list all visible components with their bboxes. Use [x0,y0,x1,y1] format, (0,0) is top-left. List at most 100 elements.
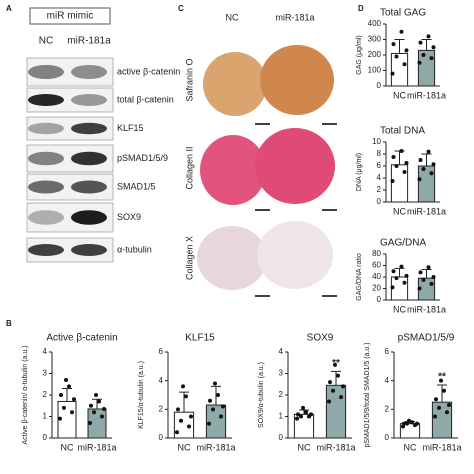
y-axis-label: GAG (μg/ml) [356,35,363,74]
data-point [394,276,399,281]
data-point [426,34,431,39]
data-point [304,410,308,415]
data-point [404,48,409,53]
histology-image [200,135,266,205]
data-point [421,277,426,282]
data-point [327,399,331,404]
significance: ** [438,372,446,383]
data-point [429,56,434,61]
y-tick-label: 4 [159,376,164,385]
data-point [431,45,436,50]
data-point [404,161,409,165]
blot-band [71,122,107,135]
chart-title: pSMAD1/5/9 [398,333,455,344]
chart-title: Active β-catenin [46,333,117,344]
data-point [179,418,183,423]
data-point [418,40,423,45]
data-point [434,397,438,402]
data-point [341,384,345,389]
data-point [94,393,98,397]
y-tick-label: 2 [279,390,284,399]
y-tick-label: 0 [385,433,390,442]
data-point [175,430,179,435]
error-bar [394,39,405,54]
blot-label: pSMAD1/5/9 [117,153,168,163]
error-bar [437,384,447,403]
row-label: Collagen II [184,146,194,189]
y-tick-label: 0 [279,433,284,442]
data-point [176,407,180,412]
row-label: Collagen X [184,236,194,280]
error-bar [394,267,405,277]
data-point [336,373,340,378]
data-point [333,362,337,367]
data-point [417,60,422,65]
y-tick-label: 6 [385,347,390,356]
y-tick-label: 2 [43,390,48,399]
panel-label: A [6,4,12,13]
error-bar [394,150,405,165]
y-tick-label: 8 [377,149,382,158]
error-bar [179,391,189,413]
x-tick-label: miR-181a [407,206,446,216]
data-point [399,29,404,34]
y-tick-label: 4 [43,347,48,356]
y-tick-label: 0 [377,81,382,90]
data-point [429,281,434,286]
x-tick-label: miR-181a [77,442,116,452]
data-point [399,149,404,153]
panel-label: B [6,319,12,328]
x-tick-label: miR-181a [422,442,461,452]
x-tick-label: miR-181a [196,442,235,452]
chart-title: GAG/DNA [380,238,426,249]
blot-band [71,94,107,106]
header-box [29,7,111,25]
data-point [184,394,188,399]
error-bar [331,370,341,386]
blot-band [28,210,64,225]
data-point [189,414,193,419]
data-point [447,403,451,408]
lane-label: miR-181a [67,36,111,47]
data-point [426,265,431,270]
data-point [439,378,443,383]
data-point [390,71,395,76]
x-tick-label: miR-181a [407,90,446,100]
y-tick-label: 40 [372,272,381,281]
data-point [208,398,212,403]
y-tick-label: 100 [368,66,382,75]
data-point [402,280,407,285]
blot-band [71,244,107,256]
data-point [431,275,436,279]
data-point [410,420,414,425]
data-point [445,410,449,415]
chart-title: SOX9 [307,333,334,344]
data-point [417,177,422,182]
x-tick-label: miR-181a [316,442,355,452]
blot-label: KLF15 [117,123,144,133]
blot-band [71,65,107,79]
data-point [70,410,74,415]
data-point [402,62,407,67]
data-point [418,270,423,275]
data-point [394,54,399,59]
data-point [216,393,220,397]
y-tick-label: 400 [368,19,382,28]
blot-band [71,210,107,225]
x-tick-label: NC [178,442,191,452]
y-tick-label: 300 [368,35,382,44]
x-tick-label: NC [393,90,406,100]
x-tick-label: NC [393,206,406,216]
data-point [207,421,211,426]
data-point [402,170,407,174]
y-tick-label: 2 [159,404,164,413]
blot-header: miR mimic [47,11,94,22]
y-tick-label: 6 [159,347,164,356]
data-point [433,414,437,419]
lane-label: NC [39,36,53,47]
data-point [92,410,96,415]
data-point [102,406,106,411]
panel-label: D [358,4,364,13]
y-tick-label: 3 [279,369,284,378]
y-tick-label: 3 [43,369,48,378]
